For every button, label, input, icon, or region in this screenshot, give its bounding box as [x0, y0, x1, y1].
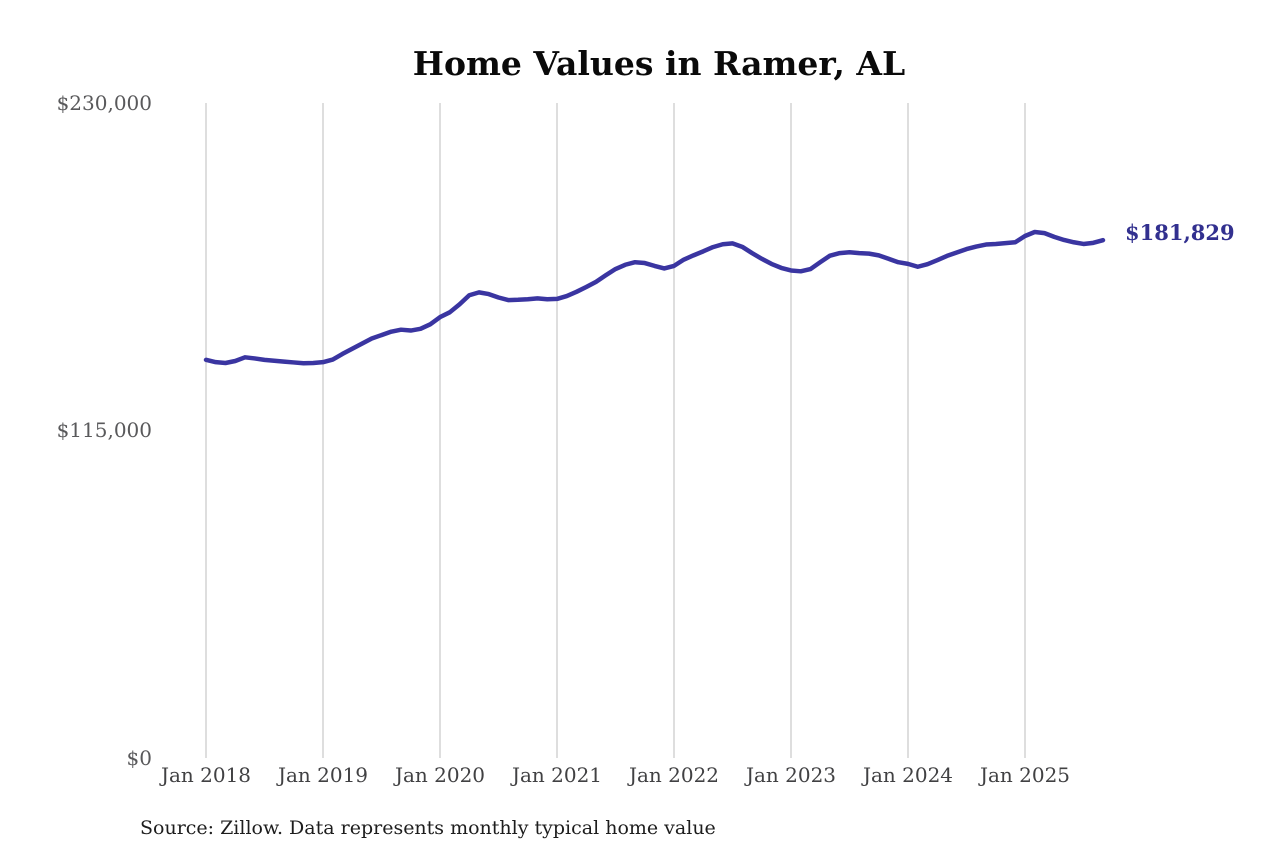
x-axis-tick-label: Jan 2019 [276, 763, 368, 787]
chart-title: Home Values in Ramer, AL [413, 44, 905, 83]
x-axis-tick-label: Jan 2025 [978, 763, 1070, 787]
y-tick-label-0: $0 [127, 746, 152, 770]
home-value-series-line [203, 229, 1106, 366]
source-note: Source: Zillow. Data represents monthly … [140, 817, 716, 839]
x-axis: Jan 2018 Jan 2019 Jan 2020 Jan 2021 Jan 2022… [159, 763, 1070, 787]
end-value-label: $181,829 [1125, 220, 1235, 245]
y-axis: $0 $115,000 $230,000 [57, 91, 152, 770]
gridlines [205, 103, 1026, 758]
x-axis-tick-label: Jan 2022 [627, 763, 719, 787]
x-axis-tick-label: Jan 2024 [861, 763, 953, 787]
x-axis-tick-label: Jan 2020 [393, 763, 485, 787]
x-axis-tick-label: Jan 2023 [744, 763, 836, 787]
y-tick-label-115000: $115,000 [57, 418, 152, 442]
x-axis-tick-label: Jan 2021 [510, 763, 602, 787]
y-tick-label-230000: $230,000 [57, 91, 152, 115]
x-axis-tick-label: Jan 2018 [159, 763, 251, 787]
